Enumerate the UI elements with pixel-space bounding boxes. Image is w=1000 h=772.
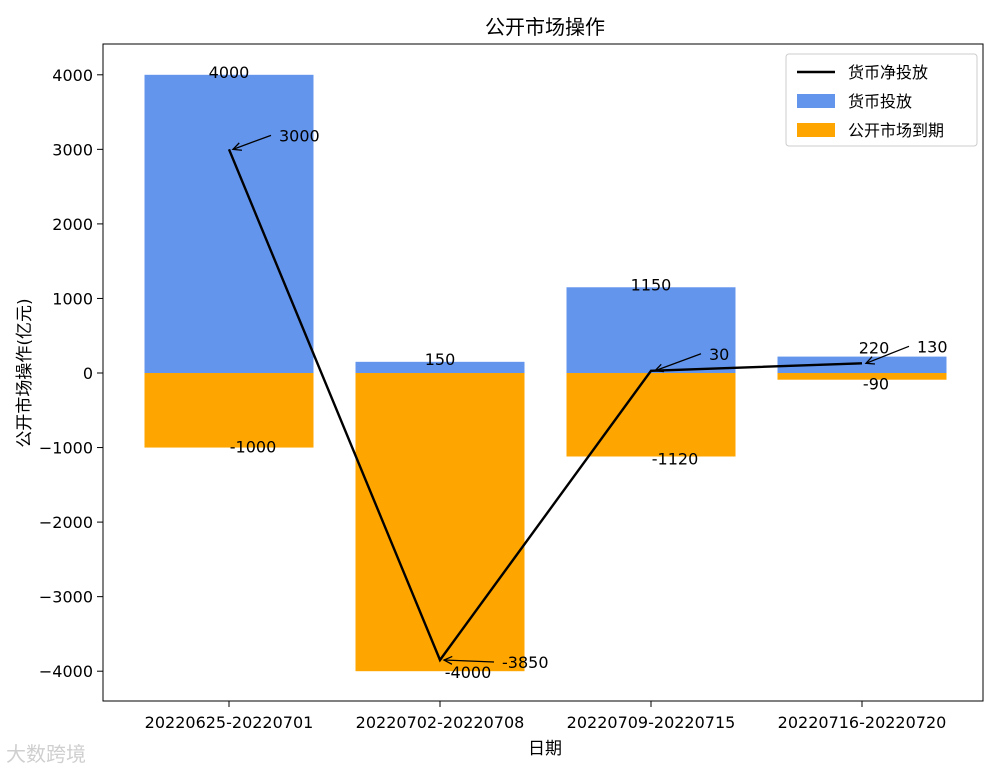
bar-supply-3 — [777, 356, 947, 373]
y-tick-label: −1000 — [39, 439, 93, 458]
annotation-label-2: 30 — [709, 345, 729, 364]
chart-title: 公开市场操作 — [485, 15, 605, 39]
annotation-arrow-0 — [232, 134, 272, 150]
bar-label-supply-3: 220 — [859, 339, 890, 358]
y-tick-label: 3000 — [52, 140, 93, 159]
annotation-arrow-1 — [443, 659, 495, 663]
net-supply-line — [227, 148, 863, 663]
y-tick-label: 1000 — [52, 289, 93, 308]
bar-label-maturity-3: -90 — [863, 375, 889, 394]
y-axis: −4000 −3000 −2000 −1000 0 1000 2000 3000 4000 — [39, 66, 103, 681]
x-axis-label: 日期 — [528, 739, 562, 759]
x-axis: 20220625-20220701 20220702-20220708 202207… — [145, 701, 947, 732]
legend-swatch-bar — [797, 94, 835, 108]
bar-label-maturity-2: -1120 — [652, 449, 699, 468]
net-line-layer: 3000 -3850 30 130 — [227, 126, 948, 672]
annotation-label-1: -3850 — [502, 653, 549, 672]
annotation-arrowhead-2 — [653, 363, 665, 373]
bar-supply-1 — [355, 361, 525, 373]
annotation-arrowhead-0 — [231, 142, 243, 151]
bar-supply-2 — [566, 287, 736, 373]
annotation-arrow-2 — [654, 353, 702, 372]
x-tick-label: 20220716-20220720 — [778, 713, 947, 732]
bar-maturity-0 — [144, 373, 314, 448]
legend-label: 货币净投放 — [848, 63, 928, 82]
legend-label: 公开市场到期 — [848, 121, 944, 140]
watermark: 大数跨境 — [6, 742, 86, 766]
bar-labels-layer: 4000 150 1150 220 -1000 -4000 -1120 -90 — [209, 63, 890, 682]
y-tick-label: −2000 — [39, 513, 93, 532]
annotation-arrowhead-3 — [864, 356, 876, 365]
bar-supply-0 — [144, 74, 314, 374]
bar-label-supply-0: 4000 — [209, 63, 250, 82]
bar-label-supply-1: 150 — [425, 350, 456, 369]
x-tick-label: 20220709-20220715 — [567, 713, 736, 732]
y-tick-label: −4000 — [39, 662, 93, 681]
legend-label: 货币投放 — [848, 92, 912, 111]
legend-swatch-bar — [797, 123, 835, 137]
bar-maturity-1 — [355, 373, 525, 672]
annotation-arrowhead-1 — [442, 655, 453, 665]
annotation-label-3: 130 — [917, 337, 948, 356]
y-axis-label: 公开市场操作(亿元) — [15, 298, 35, 447]
x-tick-label: 20220625-20220701 — [145, 713, 314, 732]
bar-label-maturity-1: -4000 — [445, 663, 492, 682]
annotation-arrow-3 — [865, 345, 910, 364]
x-tick-label: 20220702-20220708 — [356, 713, 525, 732]
y-tick-label: 0 — [83, 364, 93, 383]
y-tick-label: 4000 — [52, 66, 93, 85]
y-tick-label: −3000 — [39, 588, 93, 607]
bar-maturity-3 — [777, 373, 947, 380]
bar-maturity-2 — [566, 373, 736, 457]
y-tick-label: 2000 — [52, 215, 93, 234]
annotation-label-0: 3000 — [279, 126, 320, 145]
bars-layer — [144, 74, 947, 672]
bar-label-maturity-0: -1000 — [230, 438, 277, 457]
bar-label-supply-2: 1150 — [631, 275, 672, 294]
